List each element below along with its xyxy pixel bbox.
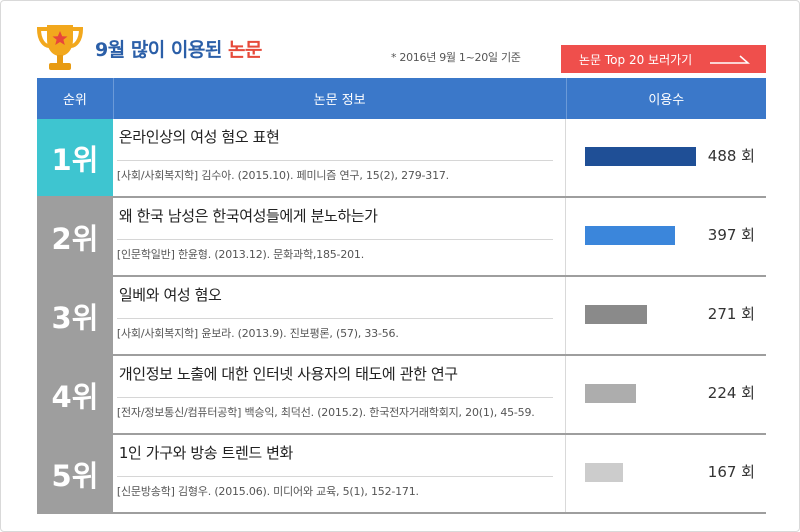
paper-citation: [사회/사회복지학] 윤보라. (2013.9). 진보평론, (57), 33… (116, 318, 554, 342)
usage-bar (585, 463, 624, 482)
rank-badge: 5위 (37, 435, 113, 512)
usage-bar (585, 384, 637, 403)
date-basis-note: * 2016년 9월 1~20일 기준 (391, 51, 521, 64)
usage-cell: 224 회 (566, 356, 766, 433)
usage-bar (585, 305, 648, 324)
table-row[interactable]: 2위 왜 한국 남성은 한국여성들에게 분노하는가 [인문학일반] 한윤형. (… (37, 198, 766, 277)
paper-citation: [인문학일반] 한윤형. (2013.12). 문화과학,185-201. (116, 239, 554, 263)
paper-citation: [신문방송학] 김형우. (2015.06). 미디어와 교육, 5(1), 1… (116, 476, 554, 500)
top20-button[interactable]: 논문 Top 20 보러가기 (561, 45, 766, 73)
column-header-paper-info: 논문 정보 (114, 78, 567, 119)
usage-count: 397 회 (707, 226, 755, 244)
table-row[interactable]: 5위 1인 가구와 방송 트렌드 변화 [신문방송학] 김형우. (2015.0… (37, 435, 766, 514)
rank-badge: 1위 (37, 119, 113, 196)
paper-title[interactable]: 1인 가구와 방송 트렌드 변화 (118, 444, 293, 462)
usage-bar (585, 147, 697, 166)
paper-title[interactable]: 왜 한국 남성은 한국여성들에게 분노하는가 (118, 207, 378, 225)
rank-badge: 2위 (37, 198, 113, 275)
paper-title[interactable]: 온라인상의 여성 혐오 표현 (118, 128, 280, 146)
usage-count: 488 회 (707, 147, 755, 165)
column-header-rank: 순위 (37, 78, 114, 119)
title-highlight: 논문 (227, 39, 262, 61)
paper-info: 개인정보 노출에 대한 인터넷 사용자의 태도에 관한 연구 [전자/정보통신/… (113, 356, 567, 433)
rank-badge: 4위 (37, 356, 113, 433)
table-row[interactable]: 1위 온라인상의 여성 혐오 표현 [사회/사회복지학] 김수아. (2015.… (37, 119, 766, 198)
usage-cell: 167 회 (566, 435, 766, 512)
top20-button-label: 논문 Top 20 보러가기 (579, 52, 693, 67)
rank-badge: 3위 (37, 277, 113, 354)
trophy-icon (36, 25, 84, 70)
table-row[interactable]: 4위 개인정보 노출에 대한 인터넷 사용자의 태도에 관한 연구 [전자/정보… (37, 356, 766, 435)
usage-cell: 488 회 (566, 119, 766, 196)
usage-count: 271 회 (707, 305, 755, 323)
paper-citation: [사회/사회복지학] 김수아. (2015.10). 페미니즘 연구, 15(2… (116, 160, 554, 184)
usage-bar (585, 226, 676, 245)
paper-title[interactable]: 일베와 여성 혐오 (118, 286, 222, 304)
usage-cell: 271 회 (566, 277, 766, 354)
paper-title[interactable]: 개인정보 노출에 대한 인터넷 사용자의 태도에 관한 연구 (118, 365, 458, 383)
paper-info: 1인 가구와 방송 트렌드 변화 [신문방송학] 김형우. (2015.06).… (113, 435, 567, 512)
column-header-usage: 이용수 (648, 93, 685, 108)
usage-cell: 397 회 (566, 198, 766, 275)
usage-count: 224 회 (707, 384, 755, 402)
table-header: 순위 논문 정보 이용수 (37, 78, 766, 119)
page-title: 9월 많이 이용된 논문 (95, 35, 262, 62)
table-row[interactable]: 3위 일베와 여성 혐오 [사회/사회복지학] 윤보라. (2013.9). 진… (37, 277, 766, 356)
paper-citation: [전자/정보통신/컴퓨터공학] 백승익, 최덕선. (2015.2). 한국전자… (116, 397, 554, 421)
arrow-right-icon (710, 55, 750, 64)
papers-table: 순위 논문 정보 이용수 1위 온라인상의 여성 혐오 표현 [사회/사회복지학… (37, 78, 766, 514)
usage-count: 167 회 (707, 463, 755, 481)
paper-info: 일베와 여성 혐오 [사회/사회복지학] 윤보라. (2013.9). 진보평론… (113, 277, 567, 354)
title-text: 9월 많이 이용된 (95, 39, 228, 61)
paper-info: 왜 한국 남성은 한국여성들에게 분노하는가 [인문학일반] 한윤형. (201… (113, 198, 567, 275)
paper-info: 온라인상의 여성 혐오 표현 [사회/사회복지학] 김수아. (2015.10)… (113, 119, 567, 196)
